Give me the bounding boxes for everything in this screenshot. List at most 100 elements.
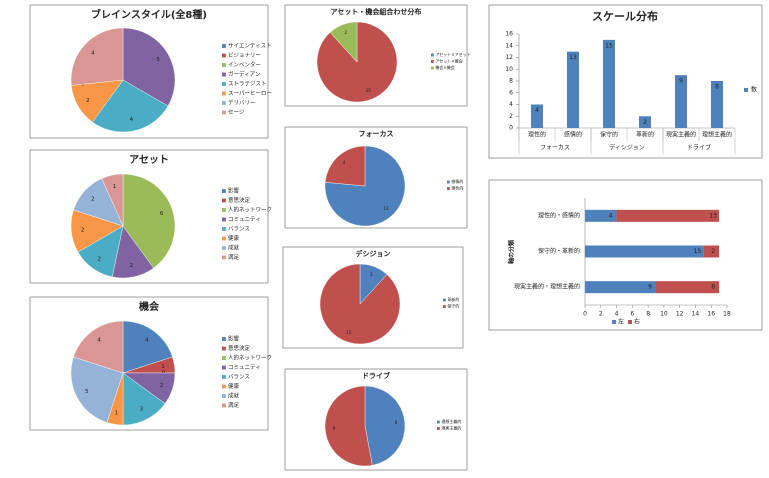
legend-label: 満足 <box>228 402 240 409</box>
x-tick-label: 理想主義的 <box>702 131 732 139</box>
legend-swatch <box>222 101 226 105</box>
legend-swatch <box>222 110 226 115</box>
legend-label: 保守的 <box>447 303 459 309</box>
legend-swatch <box>222 53 226 58</box>
pie-slice <box>122 372 166 426</box>
legend-swatch <box>431 66 434 70</box>
pie-slice <box>324 145 366 187</box>
chart-title: アセット <box>129 154 169 166</box>
legend-label: サイエンティスト <box>228 43 272 50</box>
legend-label: コミュニティ <box>228 364 261 371</box>
legend-swatch <box>222 384 226 389</box>
legend-swatch <box>222 189 226 193</box>
legend-label: ガーディアン <box>228 70 261 78</box>
legend-swatch <box>222 236 226 241</box>
bar <box>567 51 579 128</box>
y-tick-label: 現実主義的・理想主義的 <box>514 283 580 291</box>
data-label: 9 <box>679 78 683 85</box>
x-tick-label: 0 <box>583 311 587 318</box>
pie-slice <box>122 320 173 374</box>
y-tick-label: 保守的・革新的 <box>538 247 580 255</box>
chart-title: ブレインスタイル(全8種) <box>91 8 207 21</box>
chart-title: デシジョン <box>356 249 391 258</box>
bar-segment <box>585 281 656 294</box>
y-tick-label: 0 <box>509 125 513 132</box>
pie-slice <box>101 173 124 227</box>
legend-swatch <box>447 187 450 190</box>
legend-swatch <box>744 88 748 92</box>
data-label: 3 <box>140 407 144 413</box>
legend-label: コミュニティ <box>228 216 261 223</box>
data-label: 13 <box>383 206 389 211</box>
data-label: 15 <box>366 88 372 93</box>
legend-label: 感情的 <box>451 178 463 184</box>
group-label: ドライブ <box>687 144 711 152</box>
legend-label: ストラテジスト <box>228 81 267 88</box>
pie-slice <box>364 385 406 466</box>
legend-label: 左 <box>618 318 624 326</box>
bar-segment <box>656 281 720 294</box>
x-tick-label: 10 <box>660 311 668 318</box>
legend-label: バランス <box>228 374 250 381</box>
y-tick-label: 12 <box>505 54 513 61</box>
y-tick-label: 14 <box>505 42 513 49</box>
legend-label: 健康 <box>228 234 240 242</box>
legend-swatch <box>437 427 440 430</box>
data-label: 4 <box>343 160 346 165</box>
data-label: 9 <box>333 426 336 431</box>
legend-swatch <box>222 255 226 260</box>
legend-swatch <box>222 198 226 203</box>
data-label: 1 <box>115 411 119 417</box>
legend-label: 理想主義的 <box>441 418 461 424</box>
legend-label: 理性的 <box>451 185 463 191</box>
legend-label: 革新的 <box>447 296 459 302</box>
x-tick-label: 8 <box>646 311 650 318</box>
legend-swatch <box>222 72 226 77</box>
chart-title: アセット・機会組合わせ分布 <box>331 7 422 16</box>
pie-slice <box>70 27 124 86</box>
data-label: 9 <box>648 284 652 291</box>
legend-swatch <box>222 44 226 48</box>
data-label: 13 <box>709 212 717 219</box>
pie-slice <box>324 385 373 467</box>
legend-swatch <box>222 82 226 86</box>
data-label: 4 <box>97 338 101 344</box>
data-label: 2 <box>86 98 90 104</box>
pie-slice <box>329 21 358 63</box>
pie-slice <box>73 320 124 374</box>
legend-label: 健康 <box>228 382 240 390</box>
pie-slice <box>70 356 124 423</box>
y-tick-label: 理性的・感情的 <box>538 211 580 219</box>
data-label: 4 <box>145 338 149 344</box>
legend-swatch <box>222 217 226 222</box>
group-label: フォーカス <box>540 145 570 152</box>
data-label: 2 <box>643 119 647 126</box>
data-label: 8 <box>715 84 719 91</box>
legend-swatch <box>222 365 226 370</box>
group-label: ディシジョン <box>609 144 645 152</box>
legend-label: 人的ネットワーク <box>228 206 272 214</box>
data-label: 2 <box>160 383 164 389</box>
data-label: 4 <box>130 117 134 123</box>
data-label: 1 <box>113 184 117 190</box>
data-label: 2 <box>81 228 85 234</box>
chart-title: スケール分布 <box>592 9 658 23</box>
bar-segment <box>585 209 617 222</box>
data-label: 2 <box>711 248 715 255</box>
x-tick-label: 4 <box>615 311 619 318</box>
legend-swatch <box>612 320 616 324</box>
x-tick-label: 保守的 <box>600 131 618 139</box>
x-tick-label: 革新的 <box>636 131 654 139</box>
legend-swatch <box>431 60 434 63</box>
bar-segment <box>616 209 720 222</box>
data-label: 2 <box>130 263 134 269</box>
legend-swatch <box>431 53 434 57</box>
legend-label: インベンター <box>228 61 261 69</box>
x-tick-label: 18 <box>723 311 731 318</box>
legend-label: デリバリー <box>228 99 256 107</box>
legend-label: ビジョナリー <box>228 51 261 59</box>
legend-label: 成就 <box>228 244 240 252</box>
data-label: 4 <box>535 107 539 114</box>
x-tick-label: 16 <box>707 311 715 318</box>
legend-label: 数 <box>751 86 757 94</box>
